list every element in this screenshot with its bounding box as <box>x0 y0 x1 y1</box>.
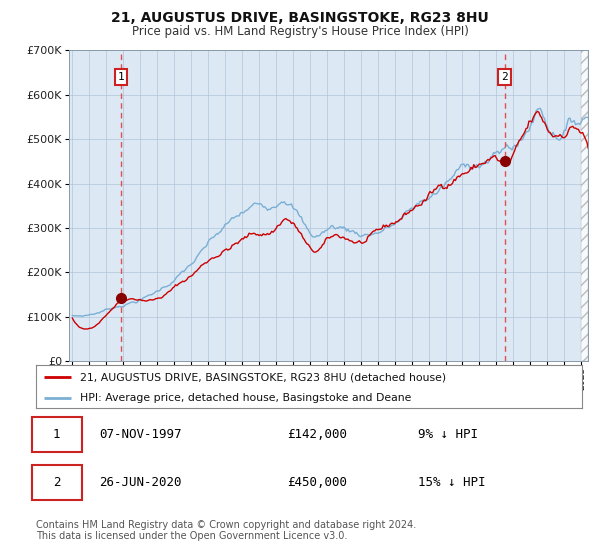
Text: 1: 1 <box>53 428 61 441</box>
Text: £142,000: £142,000 <box>287 428 347 441</box>
Text: 2: 2 <box>53 475 61 489</box>
Text: 26-JUN-2020: 26-JUN-2020 <box>99 475 181 489</box>
Text: 9% ↓ HPI: 9% ↓ HPI <box>418 428 478 441</box>
FancyBboxPatch shape <box>32 465 82 500</box>
Text: 07-NOV-1997: 07-NOV-1997 <box>99 428 181 441</box>
Text: 21, AUGUSTUS DRIVE, BASINGSTOKE, RG23 8HU (detached house): 21, AUGUSTUS DRIVE, BASINGSTOKE, RG23 8H… <box>80 372 446 382</box>
Text: £450,000: £450,000 <box>287 475 347 489</box>
Text: HPI: Average price, detached house, Basingstoke and Deane: HPI: Average price, detached house, Basi… <box>80 393 411 403</box>
Text: Contains HM Land Registry data © Crown copyright and database right 2024.
This d: Contains HM Land Registry data © Crown c… <box>36 520 416 542</box>
FancyBboxPatch shape <box>32 417 82 452</box>
Text: 1: 1 <box>118 72 124 82</box>
Text: 2: 2 <box>501 72 508 82</box>
Text: 21, AUGUSTUS DRIVE, BASINGSTOKE, RG23 8HU: 21, AUGUSTUS DRIVE, BASINGSTOKE, RG23 8H… <box>111 11 489 25</box>
Text: 15% ↓ HPI: 15% ↓ HPI <box>418 475 486 489</box>
Text: Price paid vs. HM Land Registry's House Price Index (HPI): Price paid vs. HM Land Registry's House … <box>131 25 469 38</box>
